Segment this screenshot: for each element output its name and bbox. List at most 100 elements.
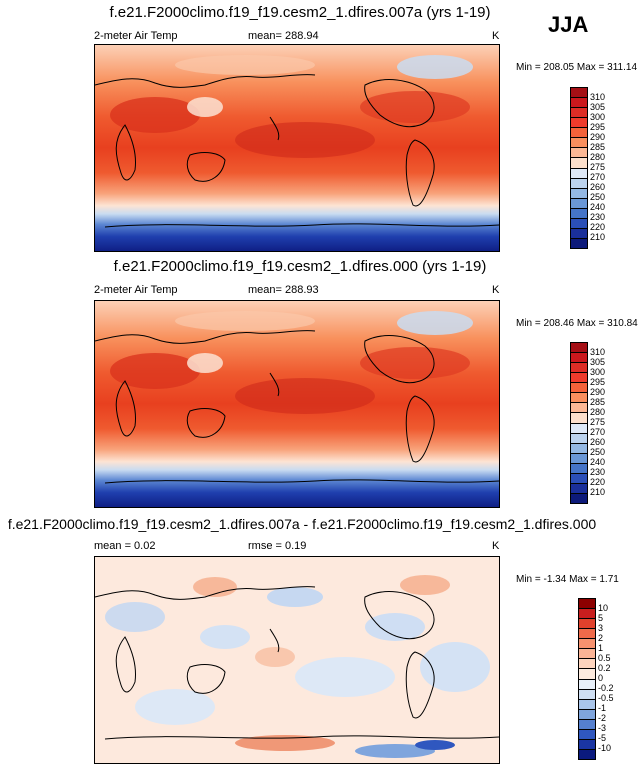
- colorbar-swatch: [571, 148, 587, 159]
- colorbar-swatch: [571, 423, 587, 434]
- colorbar-tick-label: 240: [590, 456, 606, 467]
- colorbar-tick-label: 230: [590, 466, 606, 477]
- colorbar-swatch: [571, 98, 587, 109]
- panel1-minmax-label: Min = 208.05 Max = 311.14: [516, 62, 638, 73]
- colorbar-tick-label: 10: [598, 602, 609, 613]
- colorbar-tick-label: 270: [590, 171, 606, 182]
- colorbar-swatch: [571, 168, 587, 179]
- panel1-mean-label: mean= 288.94: [248, 30, 319, 42]
- colorbar-swatch: [571, 473, 587, 484]
- colorbar-tick-label: 3: [598, 622, 604, 633]
- colorbar-swatch: [579, 629, 595, 640]
- panel2-title: f.e21.F2000climo.f19_f19.cesm2_1.dfires.…: [113, 258, 487, 275]
- colorbar-tick-label: 310: [590, 346, 606, 357]
- colorbar-tick-label: 285: [590, 141, 606, 152]
- panel3-colorbar-labels: 10 5 3 2 1 0.5 0.2 0 -0.2 -0.5 -1 -2 -3 -5 -10: [598, 598, 638, 758]
- colorbar-tick-label: 275: [590, 161, 606, 172]
- colorbar-tick-label: 210: [590, 486, 606, 497]
- colorbar-swatch: [579, 599, 595, 610]
- colorbar-swatch: [579, 639, 595, 650]
- panel1-variable-label: 2-meter Air Temp: [94, 30, 178, 42]
- panel3-map: [94, 556, 500, 764]
- colorbar-tick-label: 210: [590, 231, 606, 242]
- colorbar-tick-label: 240: [590, 201, 606, 212]
- colorbar-swatch: [579, 659, 595, 670]
- colorbar-swatch: [571, 218, 587, 229]
- panel1-map-field: [95, 45, 499, 251]
- colorbar-tick-label: 0: [598, 672, 604, 683]
- colorbar-swatch: [571, 228, 587, 239]
- colorbar-swatch: [579, 719, 595, 730]
- colorbar-tick-label: -1: [598, 702, 607, 713]
- colorbar-tick-label: 250: [590, 191, 606, 202]
- colorbar-swatch: [579, 679, 595, 690]
- panel1-colorbar-labels: 310 305 300 295 290 285 280 275 270 260 250 240 230 2…: [590, 87, 630, 247]
- panel2-minmax-label: Min = 208.46 Max = 310.84: [516, 318, 638, 329]
- panel3-units-label: K: [492, 540, 500, 552]
- colorbar-tick-label: 220: [590, 476, 606, 487]
- colorbar-swatch: [579, 739, 595, 750]
- colorbar-swatch: [571, 343, 587, 354]
- colorbar-tick-label: 295: [590, 376, 606, 387]
- colorbar-tick-label: 250: [590, 446, 606, 457]
- colorbar-swatch: [571, 208, 587, 219]
- panel1-map: [94, 44, 500, 252]
- colorbar-swatch: [571, 363, 587, 374]
- colorbar-swatch: [571, 198, 587, 209]
- colorbar-swatch: [579, 649, 595, 660]
- panel1-colorbar: [570, 87, 588, 249]
- colorbar-tick-label: 295: [590, 121, 606, 132]
- panel2-colorbar-labels: 310 305 300 295 290 285 280 275 270 260 250 240 230 2…: [590, 342, 630, 502]
- colorbar-tick-label: -10: [598, 742, 612, 753]
- panel2-mean-label: mean= 288.93: [248, 284, 319, 296]
- panel2-units-label: K: [492, 284, 500, 296]
- colorbar-swatch: [571, 403, 587, 414]
- colorbar-tick-label: 0.5: [598, 652, 611, 663]
- panel3-rmse-label: rmse = 0.19: [248, 540, 307, 552]
- colorbar-tick-label: -5: [598, 732, 607, 743]
- colorbar-swatch: [579, 729, 595, 740]
- colorbar-tick-label: 220: [590, 221, 606, 232]
- colorbar-tick-label: 260: [590, 181, 606, 192]
- colorbar-swatch: [571, 373, 587, 384]
- colorbar-tick-label: 5: [598, 612, 604, 623]
- colorbar-tick-label: 2: [598, 632, 604, 643]
- colorbar-swatch: [571, 443, 587, 454]
- colorbar-tick-label: 290: [590, 131, 606, 142]
- colorbar-tick-label: 280: [590, 151, 606, 162]
- colorbar-tick-label: 310: [590, 91, 606, 102]
- colorbar-swatch: [571, 483, 587, 494]
- colorbar-swatch: [579, 609, 595, 620]
- colorbar-swatch: [571, 463, 587, 474]
- colorbar-tick-label: 0.2: [598, 662, 611, 673]
- colorbar-tick-label: 280: [590, 406, 606, 417]
- colorbar-swatch: [571, 178, 587, 189]
- colorbar-tick-label: 270: [590, 426, 606, 437]
- colorbar-swatch: [571, 353, 587, 364]
- colorbar-tick-label: 300: [590, 111, 606, 122]
- colorbar-tick-label: -3: [598, 722, 607, 733]
- colorbar-swatch: [579, 689, 595, 700]
- colorbar-swatch: [579, 619, 595, 630]
- colorbar-swatch: [571, 453, 587, 464]
- colorbar-tick-label: 305: [590, 356, 606, 367]
- colorbar-swatch: [579, 669, 595, 680]
- panel2-map: [94, 300, 500, 508]
- colorbar-tick-label: 290: [590, 386, 606, 397]
- colorbar-tick-label: 260: [590, 436, 606, 447]
- colorbar-swatch: [571, 413, 587, 424]
- panel3-title: f.e21.F2000climo.f19_f19.cesm2_1.dfires.…: [7, 516, 597, 532]
- colorbar-swatch: [571, 383, 587, 394]
- colorbar-swatch: [571, 493, 587, 503]
- colorbar-swatch: [579, 749, 595, 759]
- colorbar-swatch: [579, 699, 595, 710]
- colorbar-tick-label: 1: [598, 642, 604, 653]
- colorbar-tick-label: 305: [590, 101, 606, 112]
- panel1-units-label: K: [492, 30, 500, 42]
- panel2-map-field: [95, 301, 499, 507]
- colorbar-swatch: [571, 128, 587, 139]
- colorbar-swatch: [571, 188, 587, 199]
- colorbar-swatch: [571, 158, 587, 169]
- panel3-map-field: [95, 557, 499, 763]
- panel2-variable-label: 2-meter Air Temp: [94, 284, 178, 296]
